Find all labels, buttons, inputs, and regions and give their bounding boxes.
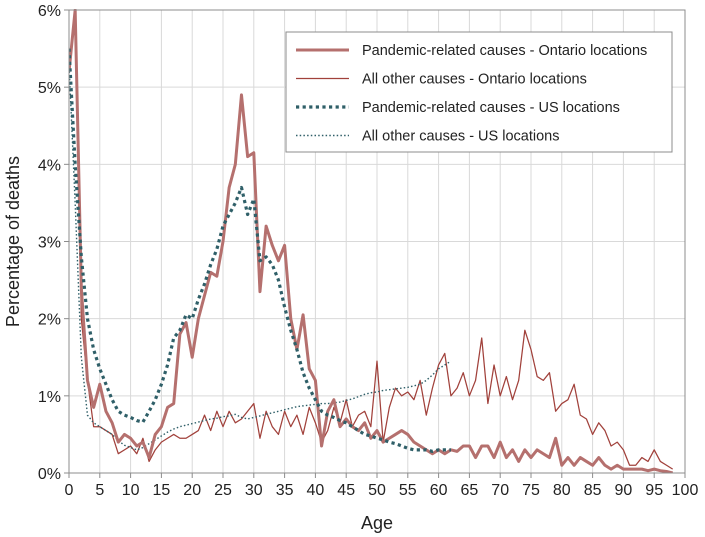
x-tick-label: 85: [584, 482, 602, 499]
x-tick-label: 80: [553, 482, 571, 499]
y-tick-label: 5%: [38, 80, 61, 97]
legend-label: All other causes - Ontario locations: [362, 72, 587, 88]
x-tick-label: 70: [491, 482, 509, 499]
x-tick-label: 75: [522, 482, 540, 499]
axis-ticks: 0 5 10 15 20 25 30 35 40 45 50 55 60 65 70 75 80 85 90 95 10…: [38, 3, 699, 499]
x-tick-label: 35: [276, 482, 294, 499]
series-line-1: [69, 9, 674, 470]
series-line-2: [69, 48, 451, 453]
y-tick-label: 4%: [38, 157, 61, 174]
x-tick-label: 20: [183, 482, 201, 499]
x-tick-label: 50: [368, 482, 386, 499]
x-tick-label: 25: [214, 482, 232, 499]
x-tick-label: 10: [122, 482, 140, 499]
y-tick-label: 1%: [38, 389, 61, 406]
x-tick-label: 15: [153, 482, 171, 499]
legend-box: [285, 31, 673, 153]
y-tick-label: 0%: [38, 466, 61, 483]
x-tick-label: 65: [461, 482, 479, 499]
legend: Pandemic-related causes - Ontario locati…: [285, 31, 673, 153]
x-tick-label: 45: [337, 482, 355, 499]
x-tick-label: 90: [615, 482, 633, 499]
x-tick-label: 40: [307, 482, 325, 499]
x-axis-title: Age: [361, 513, 393, 533]
x-tick-label: 30: [245, 482, 263, 499]
x-tick-label: 55: [399, 482, 417, 499]
series-line-3: [69, 63, 452, 451]
legend-label: Pandemic-related causes - Ontario locati…: [362, 43, 647, 59]
legend-label: All other causes - US locations: [362, 129, 559, 145]
x-tick-label: 5: [95, 482, 104, 499]
y-tick-label: 3%: [38, 235, 61, 252]
legend-label: Pandemic-related causes - US locations: [362, 100, 620, 116]
x-tick-label: 0: [65, 482, 74, 499]
series-lines: [69, 9, 674, 473]
y-tick-label: 6%: [38, 3, 61, 20]
x-tick-label: 95: [645, 482, 663, 499]
x-tick-label: 60: [430, 482, 448, 499]
x-tick-label: 100: [672, 482, 699, 499]
y-tick-label: 2%: [38, 312, 61, 329]
series-line-0: [69, 9, 674, 473]
y-axis-title: Percentage of deaths: [3, 156, 23, 327]
